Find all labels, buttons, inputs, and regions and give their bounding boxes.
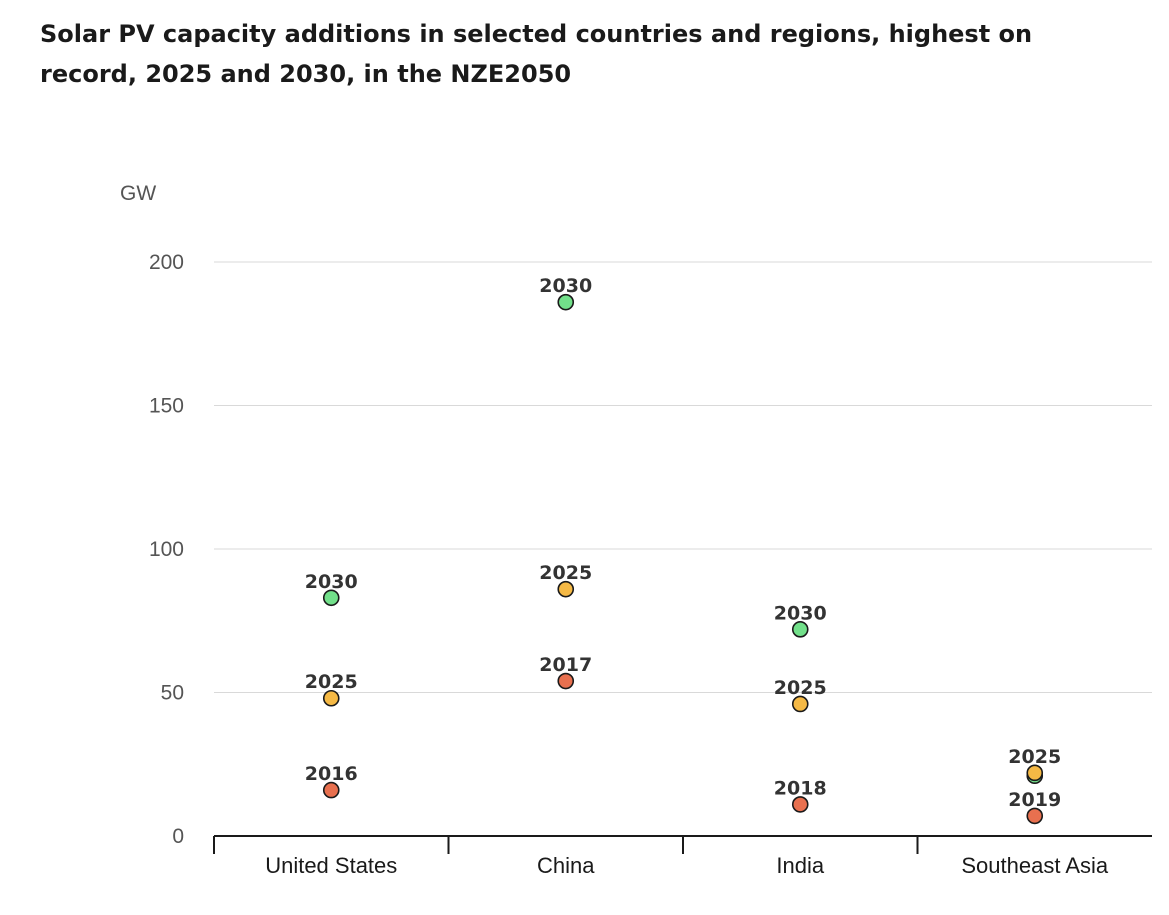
x-tick-label: United States xyxy=(265,853,397,878)
y-tick-label: 150 xyxy=(149,395,184,418)
data-point xyxy=(322,781,340,799)
data-label: 2030 xyxy=(305,571,358,593)
data-point xyxy=(791,621,809,638)
data-point xyxy=(557,580,575,598)
data-label: 2025 xyxy=(539,562,592,584)
data-label: 2025 xyxy=(305,671,358,693)
data-label: 2030 xyxy=(774,602,827,624)
x-tick-label: India xyxy=(776,853,824,878)
y-tick-label: 100 xyxy=(149,538,184,561)
data-point xyxy=(557,293,575,311)
data-label: 2025 xyxy=(774,677,827,699)
axis-ticks: 0 50 100 150 200 United States China India South… xyxy=(149,251,1109,878)
y-tick-label: 50 xyxy=(161,682,184,705)
y-tick-label: 200 xyxy=(149,251,184,274)
data-point xyxy=(791,796,809,813)
x-axis xyxy=(213,835,1152,854)
data-point xyxy=(322,689,340,707)
data-point xyxy=(1026,807,1044,825)
data-point xyxy=(791,695,809,713)
data-label: 2017 xyxy=(539,654,592,676)
chart-title: Solar PV capacity additions in selected … xyxy=(40,20,1033,88)
data-labels: 2016 2017 2018 2019 2025 2025 2025 2025 2030 2030… xyxy=(305,275,1061,811)
grid-lines xyxy=(214,261,1152,693)
data-points xyxy=(322,293,1044,825)
data-point xyxy=(557,672,575,690)
x-tick-label: China xyxy=(537,853,595,878)
x-tick-label: Southeast Asia xyxy=(961,853,1109,878)
data-point xyxy=(1026,764,1044,782)
y-tick-label: 0 xyxy=(172,825,184,848)
data-label: 2025 xyxy=(1008,746,1061,768)
data-label: 2030 xyxy=(539,275,592,297)
data-label: 2018 xyxy=(774,777,827,799)
y-axis-unit-label: GW xyxy=(120,182,156,205)
data-point xyxy=(322,589,340,607)
data-label: 2016 xyxy=(305,763,358,785)
data-label: 2019 xyxy=(1008,789,1061,811)
